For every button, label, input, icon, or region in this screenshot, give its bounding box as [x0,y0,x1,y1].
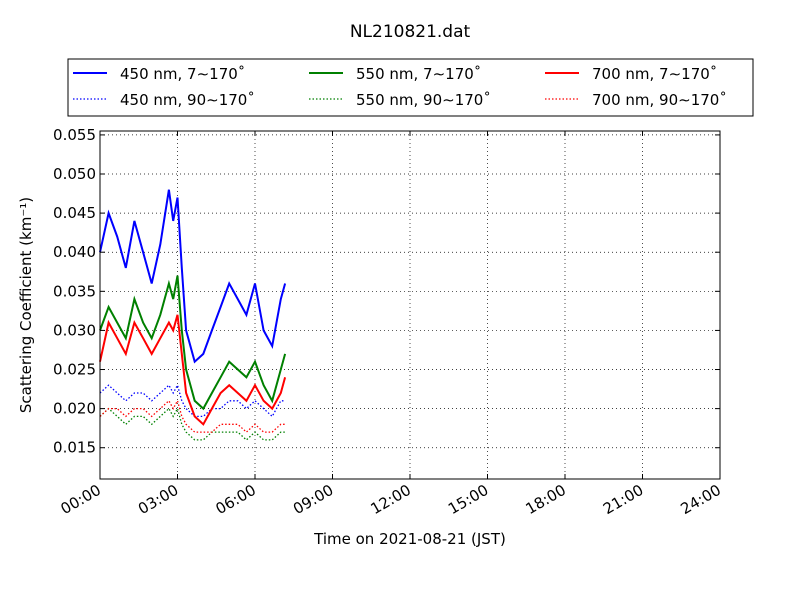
y-tick-label: 0.045 [53,204,96,222]
legend-label: 450 nm, 7∼170˚ [120,65,245,83]
series-line-2 [99,314,287,426]
y-tick-label: 0.015 [53,439,96,457]
legend-label: 700 nm, 90∼170˚ [592,91,727,109]
x-tick-labels: 00:00 03:00 06:00 09:00 12:00 15:00 18:00 21:00… [58,481,724,518]
y-tick-label: 0.035 [53,282,96,300]
y-tick-label: 0.020 [53,400,96,418]
legend-box [67,58,754,117]
y-tick-label: 0.030 [53,321,96,339]
chart-title: NL210821.dat [350,22,471,42]
legend-label: 450 nm, 90∼170˚ [120,91,255,109]
x-tick-label: 12:00 [368,481,414,518]
legend: 450 nm, 7∼170˚ 550 nm, 7∼170˚ 700 nm, 7∼17… [67,58,754,117]
x-axis-label: Time on 2021-08-21 (JST) [313,530,506,548]
x-tick-label: 09:00 [290,481,336,518]
y-axis-label: Scattering Coefficient (km⁻¹) [17,197,35,413]
y-tick-label: 0.055 [53,126,96,144]
y-tick-label: 0.040 [53,243,96,261]
x-tick-label: 15:00 [445,481,491,518]
legend-label: 700 nm, 7∼170˚ [592,65,717,83]
series-line-1 [99,275,287,411]
x-tick-label: 06:00 [213,481,259,518]
grid [100,131,720,479]
legend-label: 550 nm, 7∼170˚ [356,65,481,83]
ticks [99,131,721,479]
plot-lines [99,189,287,441]
legend-label: 550 nm, 90∼170˚ [356,91,491,109]
series-line-3 [99,383,286,418]
x-tick-label: 21:00 [600,481,646,518]
series-line-0 [99,189,287,364]
x-tick-label: 03:00 [135,481,181,518]
y-tick-labels: 0.015 0.020 0.025 0.030 0.035 0.040 0.045 0.050… [53,126,96,457]
x-tick-label: 00:00 [58,481,104,518]
y-tick-label: 0.050 [53,165,96,183]
series-line-4 [99,406,286,441]
x-tick-label: 24:00 [678,481,724,518]
y-tick-label: 0.025 [53,361,96,379]
series-line-5 [99,399,286,433]
x-tick-label: 18:00 [523,481,569,518]
